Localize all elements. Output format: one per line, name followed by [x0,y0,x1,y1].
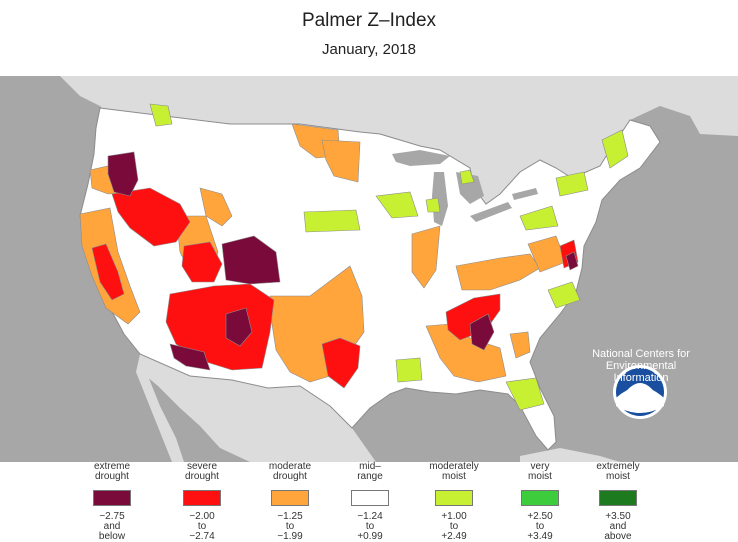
moderate-drought-idaho [199,187,233,227]
moderate-drought-illinois [411,225,441,289]
agency-name-line-1: National Centers for [592,348,690,360]
legend-label: mid– [359,461,381,472]
legend-range: +2.49 [441,531,467,542]
lake-ontario [512,188,538,200]
legend-label: moderately [429,461,479,472]
legend-range: to [197,521,207,532]
legend-swatch [521,490,559,506]
legend-swatch [351,490,389,506]
extreme-drought-colorado-utah [221,235,281,285]
legend-label: extremely [596,461,640,472]
legend-label: moist [528,471,552,482]
moderate-drought-georgia [509,331,531,359]
moderately-moist-michigan [459,169,475,185]
mexico-land [140,354,376,462]
legend-range: to [285,521,295,532]
moderately-moist-new-york [555,171,589,197]
legend-swatch [183,490,221,506]
legend-item-mid-range: mid– range −1.24 to +0.99 [338,462,402,542]
legend-item-extremely-moist: extremely moist +3.50 and above [586,462,650,542]
legend-range: +3.50 [605,511,631,522]
lake-michigan [432,172,448,226]
legend-item-very-moist: very moist +2.50 to +3.49 [508,462,572,542]
moderately-moist-mississippi [395,357,423,383]
noaa-logo-bird [624,383,656,394]
moderately-moist-washington [149,103,173,127]
legend-label: moist [442,471,466,482]
moderately-moist-maine [601,129,629,169]
noaa-logo-wave [616,387,664,413]
legend-label: extreme [93,461,131,472]
moderately-moist-pennsylvania [519,205,559,231]
legend-range: to [449,521,459,532]
legend-range: +2.50 [527,511,553,522]
legend-range: +1.00 [441,511,467,522]
legend-range: and [103,521,121,532]
legend-swatch [435,490,473,506]
legend-label: severe [186,461,217,472]
legend-label: moist [606,471,630,482]
legend-label: moderate [268,461,312,472]
severe-drought-southwest [165,283,275,371]
noaa-agency-label: National Centers for Environmental Infor… [586,348,696,384]
legend: extreme drought −2.75 and below severe droug… [0,462,738,542]
moderate-drought-ohio-valley [455,253,541,291]
agency-name-line-3: Information [613,372,669,384]
legend-swatch [93,490,131,506]
severe-drought-central-california [91,243,125,301]
lake-superior [392,150,450,166]
extreme-drought-southeast [469,313,495,351]
legend-label: drought [95,471,129,482]
extreme-drought-new-mexico [225,307,253,347]
noaa-logo [613,365,667,419]
map-title: Palmer Z–Index [301,10,437,31]
legend-label: drought [185,471,219,482]
extreme-drought-oregon [107,151,139,197]
division-shading [79,103,629,411]
legend-range: to [365,521,375,532]
lake-erie [470,202,512,222]
legend-range: below [98,531,126,542]
legend-range: +0.99 [357,531,383,542]
severe-drought-oklahoma-texas [321,337,361,389]
moderately-moist-florida [505,377,545,411]
legend-range: to [535,521,545,532]
palmer-z-index-map [0,76,738,462]
extreme-drought-maryland [565,251,579,271]
extreme-drought-arizona [169,343,211,371]
baja-california [136,354,184,462]
legend-item-extreme-drought: extreme drought −2.75 and below [80,462,144,542]
canada-land [60,76,738,204]
legend-range: above [604,531,632,542]
legend-range: −1.25 [277,511,303,522]
legend-range: and [609,521,627,532]
legend-range: +3.49 [527,531,553,542]
legend-label: range [357,471,383,482]
severe-drought-utah [181,241,223,283]
legend-range: −2.00 [189,511,215,522]
legend-range: −2.75 [99,511,125,522]
legend-range: −1.99 [277,531,303,542]
severe-drought-oregon-nevada [111,187,191,247]
legend-range: −1.24 [357,511,383,522]
legend-item-moderate-drought: moderate drought −1.25 to −1.99 [258,462,322,542]
legend-label: drought [273,471,307,482]
moderately-moist-iowa [375,191,419,219]
moderately-moist-wisconsin [425,197,441,213]
legend-range: −2.74 [189,531,215,542]
moderately-moist-nebraska [303,209,361,233]
moderately-moist-north-carolina [547,281,581,309]
legend-label: very [530,461,550,472]
cuba [520,448,620,462]
agency-name-line-2: Environmental [605,360,677,372]
legend-item-moderately-moist: moderately moist +1.00 to +2.49 [422,462,486,542]
legend-swatch [599,490,637,506]
legend-swatch [271,490,309,506]
moderate-drought-dakotas [321,139,361,183]
map-subtitle: January, 2018 [322,41,416,58]
legend-item-severe-drought: severe drought −2.00 to −2.74 [170,462,234,542]
